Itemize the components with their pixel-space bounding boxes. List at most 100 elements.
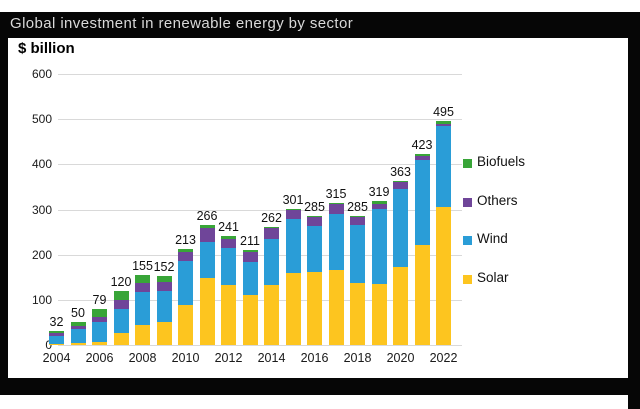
bar-segment-biofuels-2016 [307,216,322,218]
x-axis-label-2010: 2010 [171,351,200,365]
bar-segment-biofuels-2012 [221,236,236,240]
bar-segment-biofuels-2014 [264,226,279,228]
gridline-300 [58,209,462,211]
bar-segment-others-2009 [156,282,172,292]
bar-segment-wind-2014 [264,238,279,285]
bar-total-label-2013: 211 [240,233,260,248]
bar-segment-solar-2016 [307,272,322,345]
bar-total-label-2005: 50 [71,306,85,321]
bar-segment-others-2008 [135,282,150,292]
bar-segment-others-2007 [113,299,129,309]
bar-segment-solar-2008 [135,325,150,345]
bar-segment-others-2019 [371,203,387,209]
bar-total-label-2006: 79 [92,293,107,308]
x-axis-label-2006: 2006 [85,351,114,365]
bar-segment-wind-2018 [350,225,365,284]
bar-segment-solar-2021 [414,245,430,345]
y-axis-tick-200: 200 [31,247,52,262]
bar-segment-wind-2007 [113,308,129,334]
x-axis-label-2012: 2012 [214,351,243,365]
x-axis-label-2018: 2018 [343,351,372,365]
gridline-100 [58,299,462,301]
bar-total-label-2022: 495 [433,105,454,120]
bar-total-label-2017: 315 [325,186,347,201]
bar-segment-others-2017 [328,203,344,215]
bar-segment-solar-2013 [242,295,258,345]
chart-panel: $ billion 0 100 200 300 400 500 600 32 2004 50 79 2… [8,38,628,378]
gridline-400 [58,164,462,166]
gridline-500 [58,119,462,121]
legend-swatch-wind-icon [463,236,472,246]
legend-label-biofuels: Biofuels [477,154,526,169]
x-axis-label-2008: 2008 [128,351,157,365]
bar-total-label-2012: 241 [218,220,239,235]
bar-segment-biofuels-2004 [49,330,64,334]
bar-segment-biofuels-2008 [135,274,150,283]
bar-segment-wind-2009 [156,291,172,322]
bar-segment-biofuels-2020 [393,181,408,182]
bar-segment-others-2004 [49,333,64,336]
bar-segment-solar-2018 [350,283,365,345]
legend-label-wind: Wind [477,231,508,247]
bar-segment-biofuels-2005 [70,322,86,327]
bar-segment-wind-2020 [393,189,408,268]
bar-total-label-2021: 423 [411,137,433,152]
bar-total-label-2007: 120 [110,274,132,289]
x-axis-label-2016: 2016 [300,351,329,365]
bar-total-label-2011: 266 [196,208,218,223]
bar-segment-wind-2012 [221,248,236,285]
bar-segment-others-2020 [393,181,408,190]
bar-segment-solar-2004 [49,343,64,345]
bar-segment-biofuels-2015 [285,209,301,211]
bar-segment-wind-2005 [70,329,86,343]
bar-segment-others-2011 [199,228,215,243]
bar-segment-biofuels-2007 [113,290,129,300]
bar-segment-wind-2021 [414,159,430,246]
bar-segment-biofuels-2019 [371,200,387,204]
bar-segment-wind-2016 [307,226,322,273]
bar-total-label-2015: 301 [282,193,304,208]
bar-segment-others-2013 [242,252,258,262]
legend-label-solar: Solar [477,270,509,286]
bar-segment-biofuels-2022 [436,121,451,124]
bar-segment-wind-2011 [199,242,215,279]
bar-segment-solar-2020 [393,267,408,345]
bar-segment-biofuels-2018 [350,216,365,218]
y-axis-tick-600: 600 [31,67,52,81]
bar-segment-others-2012 [221,239,236,249]
bar-segment-others-2014 [264,228,279,239]
legend-swatch-others-icon [463,197,472,207]
bar-segment-wind-2008 [135,291,150,326]
bar-segment-wind-2004 [49,335,64,344]
bar-segment-solar-2022 [436,207,451,345]
bar-total-label-2004: 32 [49,314,64,329]
bar-total-label-2010: 213 [175,232,196,247]
bar-segment-solar-2012 [221,284,236,345]
bar-segment-others-2021 [414,156,430,160]
bar-segment-others-2018 [350,217,365,226]
x-axis-label-2014: 2014 [257,351,286,365]
bar-total-label-2016: 285 [304,200,325,215]
bar-segment-wind-2022 [436,125,451,208]
bar-total-label-2019: 319 [368,184,390,199]
chart-frame-right-edge [628,12,640,409]
bar-segment-solar-2005 [70,342,86,345]
bar-segment-others-2010 [178,252,193,262]
bar-segment-biofuels-2017 [328,202,344,204]
gridline-0 [58,345,462,346]
legend-label-others: Others [477,192,518,208]
bar-segment-biofuels-2010 [178,248,193,253]
bar-segment-solar-2014 [264,284,279,345]
y-axis-tick-400: 400 [31,157,52,172]
y-axis-tick-500: 500 [31,112,52,127]
y-axis-unit-label: $ billion [18,40,75,57]
y-axis-tick-100: 100 [31,292,52,307]
x-axis-label-2022: 2022 [429,351,458,365]
x-axis-label-2020: 2020 [386,351,415,365]
bar-segment-solar-2017 [328,270,344,345]
bar-segment-others-2022 [436,123,451,126]
bar-segment-wind-2015 [285,218,301,274]
y-axis-tick-300: 300 [31,202,52,217]
bar-total-label-2008: 155 [132,258,153,273]
